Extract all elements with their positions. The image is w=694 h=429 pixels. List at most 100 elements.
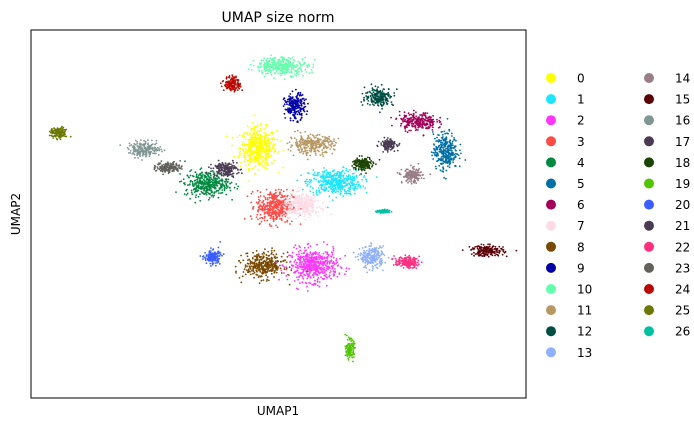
umap-point: [457, 154, 460, 157]
umap-point: [276, 138, 279, 141]
umap-point: [449, 144, 452, 147]
umap-point: [246, 265, 248, 268]
umap-point: [284, 117, 287, 119]
umap-point: [293, 211, 296, 214]
umap-point: [259, 205, 261, 208]
umap-point: [369, 94, 372, 97]
umap-point: [433, 148, 436, 151]
umap-point: [271, 247, 273, 250]
umap-point: [318, 171, 320, 174]
umap-point: [191, 180, 194, 183]
umap-point: [221, 178, 223, 181]
umap-point: [266, 134, 268, 137]
umap-point: [260, 220, 263, 223]
umap-point: [400, 122, 403, 125]
umap-point: [331, 170, 334, 172]
umap-point: [277, 266, 280, 268]
umap-point: [275, 214, 277, 217]
umap-point: [447, 154, 449, 157]
umap-point: [334, 187, 337, 189]
umap-point: [299, 145, 302, 148]
umap-point: [322, 241, 325, 243]
umap-point: [377, 104, 380, 107]
umap-point: [418, 116, 420, 118]
umap-point: [348, 192, 351, 195]
umap-point: [406, 168, 408, 171]
umap-point: [261, 270, 264, 272]
umap-point: [270, 162, 273, 164]
umap-point: [219, 179, 221, 182]
umap-point: [494, 254, 496, 257]
umap-point: [349, 169, 351, 171]
umap-point: [436, 136, 438, 139]
umap-point: [337, 190, 340, 193]
umap-point: [290, 196, 293, 199]
umap-point: [287, 209, 290, 211]
umap-point: [426, 117, 428, 119]
umap-point: [304, 261, 307, 263]
umap-point: [266, 136, 268, 139]
umap-point: [288, 266, 291, 268]
umap-point: [259, 127, 262, 130]
umap-point: [287, 200, 290, 203]
umap-point: [246, 255, 249, 258]
umap-point: [327, 141, 330, 144]
umap-point: [310, 196, 312, 198]
umap-point: [256, 253, 258, 256]
umap-point: [256, 270, 258, 273]
umap-point: [275, 207, 278, 210]
umap-point: [262, 279, 265, 281]
umap-point: [296, 94, 299, 97]
umap-point: [267, 164, 270, 167]
umap-point: [373, 250, 375, 253]
umap-point: [194, 196, 197, 199]
umap-point: [301, 188, 304, 191]
umap-point: [343, 192, 346, 195]
umap-point: [415, 111, 417, 114]
umap-point: [265, 280, 268, 282]
umap-point: [263, 127, 265, 130]
umap-point: [270, 73, 273, 76]
umap-point: [333, 140, 335, 143]
umap-point: [326, 206, 329, 209]
umap-point: [322, 176, 325, 179]
umap-point: [452, 161, 454, 164]
umap-point: [189, 180, 192, 183]
umap-point: [286, 103, 288, 106]
umap-point: [417, 129, 419, 131]
umap-point: [259, 195, 262, 197]
umap-point: [310, 202, 312, 204]
umap-point: [301, 141, 304, 144]
umap-point: [335, 180, 338, 183]
umap-point: [280, 66, 283, 69]
umap-point: [324, 189, 326, 192]
chart-title: UMAP size norm: [222, 10, 335, 26]
umap-point: [303, 101, 305, 104]
umap-point: [315, 193, 318, 195]
umap-point: [305, 249, 307, 252]
umap-point: [266, 271, 268, 274]
umap-point: [259, 151, 262, 153]
umap-point: [264, 262, 267, 265]
umap-point: [433, 143, 435, 146]
umap-point: [299, 98, 302, 101]
umap-point: [323, 267, 326, 269]
umap-point: [337, 170, 339, 173]
umap-point: [261, 136, 263, 139]
umap-point: [248, 161, 251, 164]
umap-point: [194, 201, 197, 204]
umap-point: [225, 180, 228, 182]
umap-point: [381, 104, 384, 107]
umap-point: [259, 217, 261, 220]
umap-point: [302, 74, 304, 77]
umap-point: [296, 120, 299, 122]
umap-point: [395, 88, 398, 91]
umap-point: [300, 252, 303, 255]
umap-point: [315, 191, 318, 194]
umap-point: [272, 136, 275, 139]
umap-point: [447, 148, 450, 151]
umap-point: [244, 273, 247, 276]
umap-point: [432, 120, 435, 123]
umap-point: [264, 211, 267, 214]
